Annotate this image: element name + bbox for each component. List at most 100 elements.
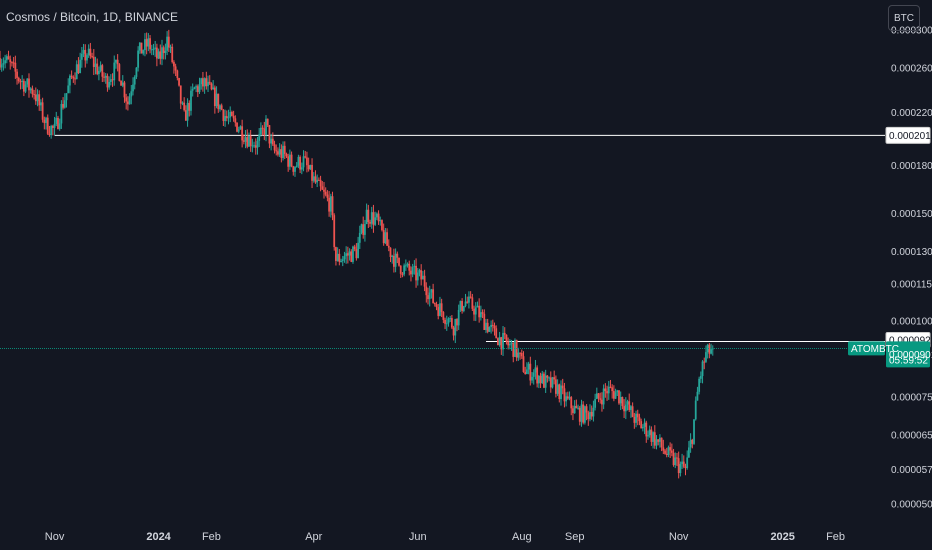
candle (430, 288, 433, 299)
candle (437, 303, 440, 320)
candle (111, 73, 114, 87)
candle (428, 285, 431, 307)
candle (34, 87, 37, 105)
candle (256, 136, 259, 155)
candle (133, 75, 136, 90)
candle (606, 385, 608, 401)
candle (456, 318, 458, 332)
candle (670, 443, 673, 457)
candle (150, 44, 153, 56)
candle (130, 84, 133, 105)
candle (433, 302, 436, 307)
candle (335, 246, 337, 266)
candle (275, 144, 278, 156)
currency-button[interactable]: BTC (888, 5, 920, 31)
candle (699, 371, 702, 383)
candle (208, 75, 211, 86)
candle (198, 77, 201, 94)
candle (444, 317, 446, 330)
candle (589, 404, 591, 422)
candle (212, 80, 215, 90)
candle (404, 259, 407, 271)
candle (401, 272, 404, 278)
candle (485, 318, 487, 334)
svg-text:ATOMBTC: ATOMBTC (851, 344, 899, 355)
y-tick-label: 0.0000500 (891, 500, 932, 511)
candle (57, 115, 59, 130)
candle (329, 193, 332, 218)
candle (454, 318, 457, 344)
candle (387, 239, 390, 252)
candle (439, 296, 441, 317)
candle (40, 99, 42, 112)
candle (144, 33, 146, 57)
candle (572, 405, 574, 421)
candle (694, 396, 697, 421)
candle (173, 60, 175, 74)
candle (67, 78, 70, 94)
candle (681, 453, 683, 469)
candle (553, 370, 556, 385)
candle (311, 158, 313, 189)
candle (328, 191, 331, 217)
candle (372, 204, 375, 233)
candle (442, 311, 445, 324)
candle (126, 96, 129, 111)
candle (379, 216, 382, 226)
candle (307, 157, 310, 172)
candle (394, 248, 397, 273)
candle (297, 154, 300, 169)
svg-text:0.0000901: 0.0000901 (889, 350, 932, 361)
candle (403, 263, 406, 277)
candle (382, 223, 385, 246)
candle (341, 255, 344, 267)
candle (655, 435, 658, 450)
candle (369, 219, 371, 227)
candle (207, 75, 209, 92)
candle (611, 384, 614, 399)
candle (306, 151, 308, 173)
svg-text:0.0000925: 0.0000925 (889, 335, 932, 346)
candle (140, 42, 143, 54)
candle (375, 212, 378, 221)
candle (582, 401, 585, 425)
candle (314, 170, 317, 184)
candle (532, 369, 535, 385)
candle (161, 39, 163, 66)
candle (474, 302, 477, 322)
time-axis[interactable]: Nov 2024 Feb Apr Jun Aug Sep Nov 2025 Feb (45, 531, 845, 543)
candle (355, 243, 358, 261)
candle (89, 42, 92, 59)
candle (693, 419, 695, 445)
candle (585, 404, 588, 421)
candle (560, 380, 562, 406)
x-tick-label: Feb (202, 531, 221, 543)
candle (215, 86, 218, 109)
candle (273, 140, 276, 154)
candle (524, 366, 527, 375)
candle (249, 130, 252, 152)
candle (554, 375, 557, 398)
candle (515, 339, 518, 362)
candle (445, 315, 448, 331)
candle (393, 248, 395, 273)
candle (7, 50, 10, 60)
candle (624, 397, 627, 420)
candle (261, 125, 264, 136)
candle (410, 266, 412, 282)
candle (577, 404, 579, 410)
candle (266, 118, 269, 128)
candle (534, 359, 537, 380)
candle (653, 425, 656, 449)
candle (316, 174, 319, 188)
candle (633, 412, 636, 429)
candle (450, 315, 453, 330)
candle (556, 379, 559, 396)
candle (121, 75, 124, 88)
